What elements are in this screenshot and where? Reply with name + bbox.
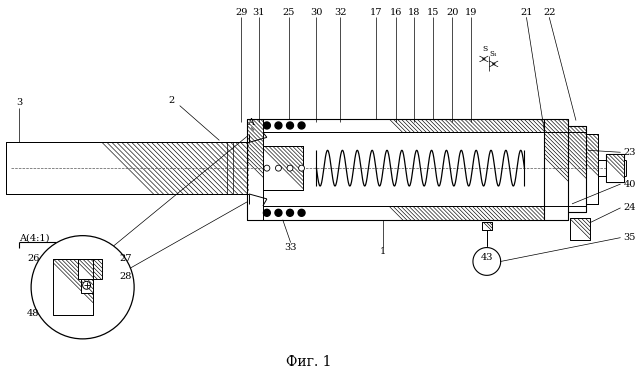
Circle shape bbox=[31, 236, 134, 339]
Polygon shape bbox=[53, 259, 102, 315]
Text: 3: 3 bbox=[16, 98, 22, 107]
Text: 27: 27 bbox=[120, 255, 132, 263]
Circle shape bbox=[264, 209, 270, 216]
Text: 48: 48 bbox=[27, 309, 39, 318]
Text: A: A bbox=[247, 118, 254, 127]
Text: 24: 24 bbox=[623, 203, 636, 212]
Text: 25: 25 bbox=[282, 8, 295, 17]
Text: 16: 16 bbox=[390, 8, 402, 17]
Circle shape bbox=[287, 122, 294, 129]
Polygon shape bbox=[247, 118, 263, 220]
Polygon shape bbox=[570, 218, 590, 240]
Text: S₁: S₁ bbox=[490, 50, 498, 58]
Polygon shape bbox=[247, 206, 544, 220]
Polygon shape bbox=[544, 118, 568, 220]
Polygon shape bbox=[263, 146, 303, 190]
Polygon shape bbox=[247, 118, 544, 132]
Polygon shape bbox=[605, 154, 623, 182]
Text: 23: 23 bbox=[623, 148, 636, 157]
Polygon shape bbox=[473, 247, 500, 275]
Circle shape bbox=[298, 209, 305, 216]
Polygon shape bbox=[482, 222, 492, 230]
Circle shape bbox=[275, 122, 282, 129]
Polygon shape bbox=[568, 126, 586, 212]
Text: 19: 19 bbox=[465, 8, 477, 17]
Text: 32: 32 bbox=[334, 8, 346, 17]
Circle shape bbox=[287, 165, 293, 171]
Circle shape bbox=[275, 165, 282, 171]
Text: 31: 31 bbox=[253, 8, 265, 17]
Circle shape bbox=[264, 165, 270, 171]
Polygon shape bbox=[586, 134, 598, 204]
Text: 15: 15 bbox=[427, 8, 440, 17]
Circle shape bbox=[264, 122, 270, 129]
Text: Фиг. 1: Фиг. 1 bbox=[285, 355, 332, 369]
Text: 21: 21 bbox=[520, 8, 532, 17]
Text: 43: 43 bbox=[481, 253, 493, 262]
Text: S: S bbox=[482, 45, 488, 53]
Text: 29: 29 bbox=[235, 8, 247, 17]
Circle shape bbox=[287, 209, 294, 216]
Text: 35: 35 bbox=[623, 233, 636, 242]
Text: 30: 30 bbox=[310, 8, 323, 17]
Circle shape bbox=[299, 165, 305, 171]
Text: 22: 22 bbox=[543, 8, 556, 17]
Polygon shape bbox=[6, 143, 249, 194]
Text: 18: 18 bbox=[407, 8, 420, 17]
Text: 28: 28 bbox=[120, 273, 132, 282]
Text: 40: 40 bbox=[623, 179, 636, 188]
Polygon shape bbox=[81, 279, 93, 293]
Text: A(4:1): A(4:1) bbox=[19, 233, 50, 242]
Circle shape bbox=[298, 122, 305, 129]
Text: 26: 26 bbox=[27, 255, 39, 263]
Text: 17: 17 bbox=[370, 8, 382, 17]
Text: 1: 1 bbox=[380, 247, 386, 256]
Polygon shape bbox=[77, 259, 93, 279]
Text: 33: 33 bbox=[284, 243, 297, 252]
Circle shape bbox=[83, 281, 90, 289]
Circle shape bbox=[275, 209, 282, 216]
Text: 20: 20 bbox=[446, 8, 458, 17]
Text: 2: 2 bbox=[169, 96, 175, 105]
